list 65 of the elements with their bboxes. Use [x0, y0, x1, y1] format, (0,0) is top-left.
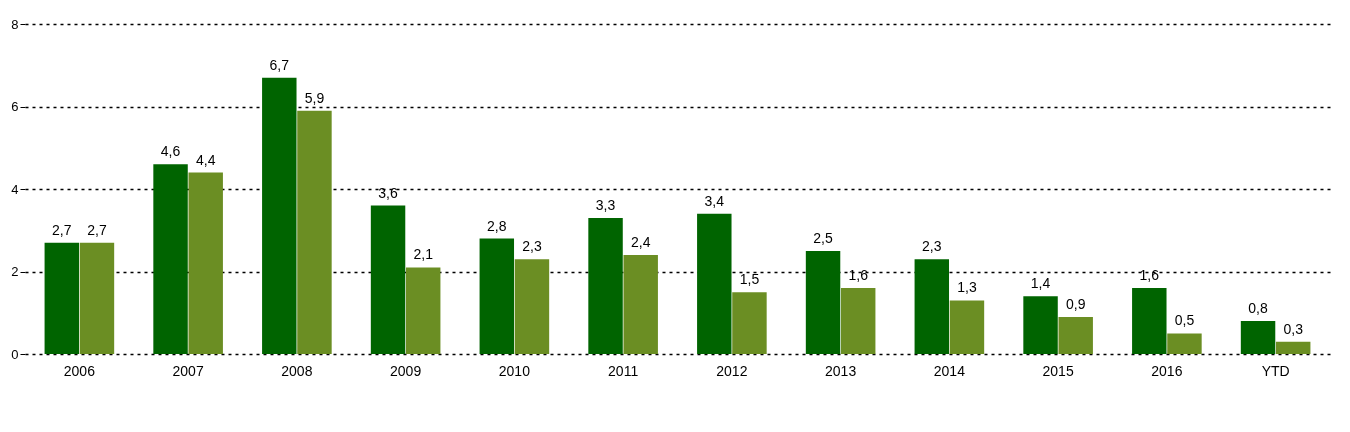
- bar: [297, 110, 332, 354]
- data-label: 3,6: [378, 184, 398, 201]
- y-tick-label: 2: [11, 264, 19, 279]
- bar: [1167, 333, 1202, 354]
- bar: [514, 259, 550, 354]
- data-label: 2,3: [922, 238, 942, 255]
- bar: [588, 217, 623, 354]
- y-tick-label: 8: [11, 16, 19, 32]
- data-label: 2,4: [630, 234, 651, 250]
- data-label: 1,6: [1139, 267, 1160, 283]
- bar: [623, 255, 658, 354]
- x-tick-label: 2015: [1042, 362, 1074, 379]
- x-tick-label: 2013: [825, 362, 857, 379]
- data-label: 1,4: [1030, 275, 1051, 292]
- x-tick-label: YTD: [1261, 362, 1290, 379]
- data-label: 3,3: [595, 196, 616, 213]
- bar: [949, 300, 985, 354]
- y-tick-label: 4: [11, 181, 19, 197]
- bar: [79, 242, 115, 354]
- bar: [1132, 288, 1167, 354]
- y-tick-label: 0: [11, 346, 19, 362]
- bar: [153, 164, 188, 354]
- data-label: 4,6: [160, 143, 181, 160]
- bar: [44, 242, 80, 354]
- bar: [732, 292, 767, 354]
- bar: [1023, 296, 1058, 354]
- bar: [1058, 316, 1093, 354]
- x-tick-label: 2007: [172, 362, 204, 379]
- data-label: 5,9: [304, 89, 325, 106]
- data-label: 0,3: [1283, 320, 1304, 337]
- x-tick-label: 2011: [608, 362, 639, 379]
- data-label: 2,7: [87, 221, 107, 238]
- y-tick-label: 6: [11, 99, 19, 114]
- bar: [479, 238, 515, 354]
- data-label: 0,9: [1065, 295, 1086, 312]
- x-tick-label: 2009: [390, 362, 422, 379]
- bar: [1275, 341, 1311, 354]
- bar: [188, 172, 223, 354]
- bar: [370, 205, 406, 354]
- bar: [914, 259, 950, 354]
- data-label: 6,7: [269, 56, 290, 73]
- data-label: 4,4: [195, 151, 216, 168]
- data-label: 1,5: [739, 271, 760, 288]
- x-tick-label: 2006: [63, 362, 96, 379]
- x-tick-label: 2012: [716, 362, 748, 379]
- data-label: 2,3: [522, 238, 542, 255]
- data-label: 3,4: [704, 192, 725, 209]
- data-label: 0,8: [1248, 300, 1268, 316]
- x-tick-label: 2008: [281, 362, 313, 379]
- bar: [405, 267, 441, 354]
- bar: [840, 288, 876, 354]
- data-label: 1,3: [957, 279, 977, 296]
- bar: [697, 213, 732, 354]
- bar: [805, 250, 841, 354]
- data-label: 2,8: [487, 217, 507, 234]
- data-label: 1,6: [848, 267, 869, 283]
- x-tick-label: 2016: [1151, 362, 1183, 379]
- x-tick-label: 2014: [933, 362, 966, 379]
- bar: [1240, 321, 1276, 354]
- x-tick-label: 2010: [498, 362, 531, 379]
- data-label: 2,1: [413, 246, 434, 263]
- data-label: 2,5: [813, 229, 833, 246]
- data-label: 0,5: [1174, 312, 1195, 329]
- data-label: 2,7: [52, 221, 72, 238]
- bar: [262, 77, 297, 354]
